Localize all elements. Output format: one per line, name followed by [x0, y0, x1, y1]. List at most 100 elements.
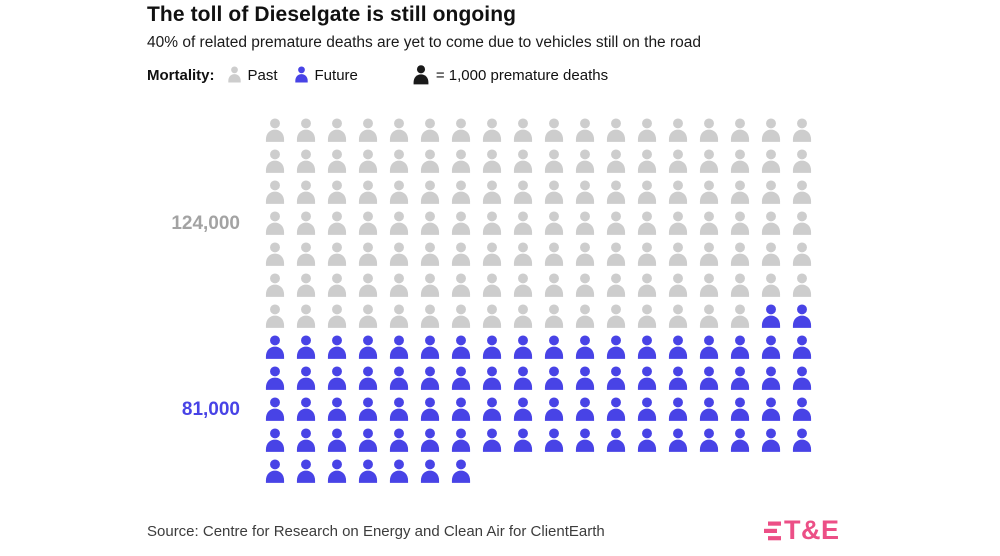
person-icon-future: [383, 426, 414, 457]
person-icon-future: [786, 333, 817, 364]
person-icon-past: [693, 116, 724, 147]
person-icon-past: [662, 209, 693, 240]
person-icon-future: [383, 364, 414, 395]
page-title: The toll of Dieselgate is still ongoing: [147, 3, 517, 26]
person-icon-past: [383, 240, 414, 271]
pictogram-grid: [259, 116, 817, 488]
person-icon-past: [290, 209, 321, 240]
te-logo-mark-icon: [764, 518, 781, 544]
person-icon-future: [724, 333, 755, 364]
person-icon-future: [290, 395, 321, 426]
person-icon-future: [538, 364, 569, 395]
person-icon-past: [569, 147, 600, 178]
person-icon-past: [724, 209, 755, 240]
person-icon-future: [631, 364, 662, 395]
person-icon-past: [693, 147, 724, 178]
person-icon-past: [352, 240, 383, 271]
person-icon-future: [414, 457, 445, 488]
person-icon-past: [631, 240, 662, 271]
person-icon-past: [290, 271, 321, 302]
person-icon-future: [290, 457, 321, 488]
person-icon-future: [569, 395, 600, 426]
person-icon-past: [569, 240, 600, 271]
person-icon-past: [445, 147, 476, 178]
person-icon-past: [569, 178, 600, 209]
person-icon-past: [507, 302, 538, 333]
person-icon-past: [507, 240, 538, 271]
person-icon-past: [352, 271, 383, 302]
person-icon-future: [476, 426, 507, 457]
person-icon-past: [321, 178, 352, 209]
person-icon-past: [662, 271, 693, 302]
person-icon-past: [383, 209, 414, 240]
person-icon-future: [724, 364, 755, 395]
person-icon-future: [507, 364, 538, 395]
person-icon-future: [755, 364, 786, 395]
person-icon-future: [414, 426, 445, 457]
person-icon-past: [321, 271, 352, 302]
page-subtitle: 40% of related premature deaths are yet …: [147, 34, 702, 51]
person-icon-past: [507, 209, 538, 240]
person-icon-past: [445, 271, 476, 302]
person-icon-past: [383, 147, 414, 178]
legend-past-label: Past: [247, 66, 278, 84]
legend-unit-label: = 1,000 premature deaths: [435, 66, 609, 84]
person-icon-past: [476, 147, 507, 178]
person-icon-past: [662, 240, 693, 271]
person-icon-future: [600, 426, 631, 457]
person-icon-past: [507, 178, 538, 209]
person-icon-future: [693, 395, 724, 426]
person-icon-past: [631, 147, 662, 178]
person-icon-past: [755, 240, 786, 271]
person-icon-past: [414, 302, 445, 333]
person-icon-past: [445, 240, 476, 271]
person-icon-future: [724, 426, 755, 457]
person-icon-past: [507, 271, 538, 302]
person-icon-past: [538, 209, 569, 240]
person-icon-past: [321, 209, 352, 240]
person-icon-future: [352, 426, 383, 457]
person-icon-past: [724, 271, 755, 302]
person-icon-future: [755, 395, 786, 426]
person-icon-past: [414, 116, 445, 147]
person-icon-future: [476, 395, 507, 426]
person-icon-future: [786, 426, 817, 457]
source-text: Source: Centre for Research on Energy an…: [147, 523, 605, 540]
person-icon-future: [755, 426, 786, 457]
person-icon-future: [600, 395, 631, 426]
person-icon-future: [507, 426, 538, 457]
person-icon-future: [414, 364, 445, 395]
person-icon-past: [724, 240, 755, 271]
person-icon-past: [786, 178, 817, 209]
person-icon-past: [383, 178, 414, 209]
person-icon-future: [445, 395, 476, 426]
person-icon-past: [569, 116, 600, 147]
past-person-icon: [227, 66, 242, 84]
person-icon-past: [259, 302, 290, 333]
person-icon-future: [631, 426, 662, 457]
person-icon-past: [290, 178, 321, 209]
legend: Mortality: Past Future = 1,000 premature…: [147, 63, 624, 87]
person-icon-future: [693, 333, 724, 364]
person-icon-past: [507, 147, 538, 178]
te-logo-text: T&E: [784, 515, 840, 545]
person-icon-future: [414, 395, 445, 426]
person-icon-past: [476, 116, 507, 147]
person-icon-past: [352, 178, 383, 209]
person-icon-past: [352, 116, 383, 147]
person-icon-future: [631, 395, 662, 426]
person-icon-future: [631, 333, 662, 364]
person-icon-future: [259, 364, 290, 395]
person-icon-past: [631, 271, 662, 302]
person-icon-future: [290, 364, 321, 395]
person-icon-future: [693, 364, 724, 395]
person-icon-past: [600, 178, 631, 209]
person-icon-past: [693, 178, 724, 209]
person-icon-past: [321, 116, 352, 147]
person-icon-past: [476, 178, 507, 209]
person-icon-past: [755, 116, 786, 147]
person-icon-past: [693, 240, 724, 271]
person-icon-past: [476, 271, 507, 302]
person-icon-past: [569, 302, 600, 333]
